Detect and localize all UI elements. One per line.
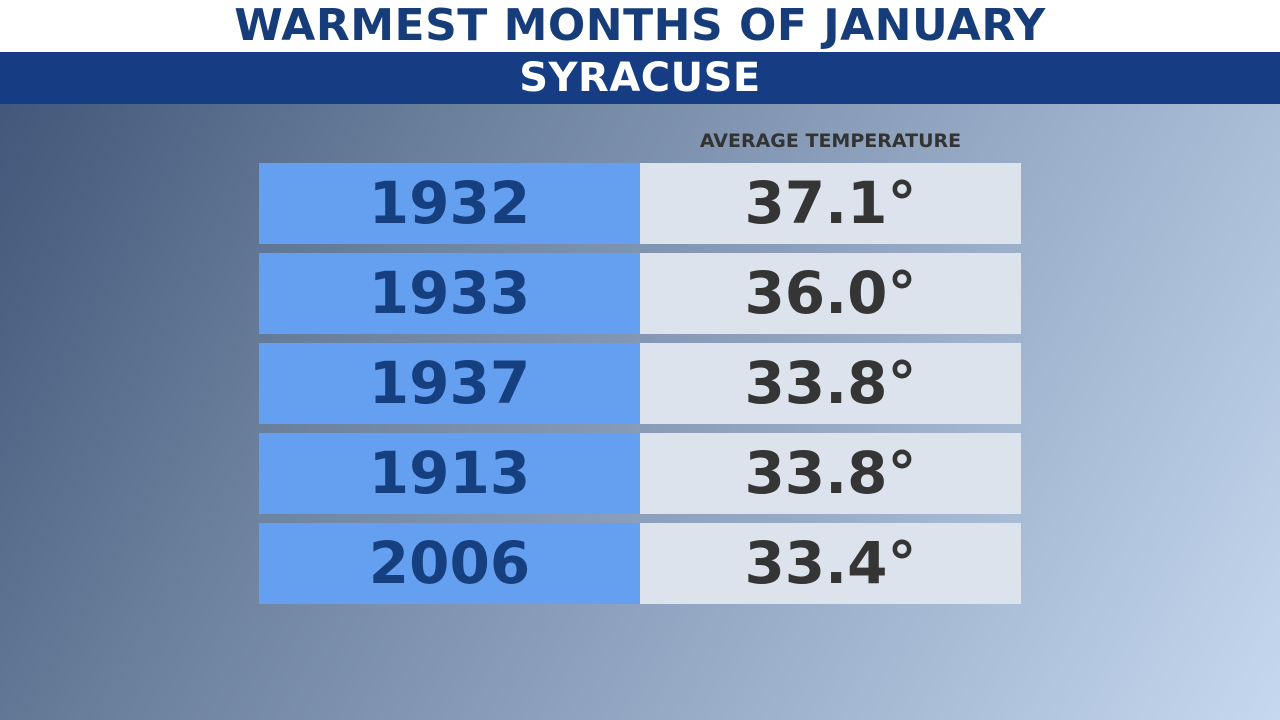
- year-cell: 1932: [259, 163, 640, 244]
- year-cell: 2006: [259, 523, 640, 604]
- table-row: 1933 36.0°: [259, 253, 1021, 334]
- temperature-cell: 33.8°: [640, 343, 1021, 424]
- table-row: 2006 33.4°: [259, 523, 1021, 604]
- ranking-table: 1932 37.1° 1933 36.0° 1937 33.8° 1913 33…: [259, 163, 1021, 604]
- subtitle-bar: SYRACUSE: [0, 52, 1280, 104]
- page-subtitle: SYRACUSE: [519, 55, 761, 101]
- temperature-cell: 33.8°: [640, 433, 1021, 514]
- table-row: 1932 37.1°: [259, 163, 1021, 244]
- year-cell: 1937: [259, 343, 640, 424]
- page-title: WARMEST MONTHS OF JANUARY: [234, 0, 1046, 51]
- table-row: 1937 33.8°: [259, 343, 1021, 424]
- temperature-cell: 37.1°: [640, 163, 1021, 244]
- temperature-cell: 36.0°: [640, 253, 1021, 334]
- year-cell: 1913: [259, 433, 640, 514]
- table-row: 1913 33.8°: [259, 433, 1021, 514]
- title-bar: WARMEST MONTHS OF JANUARY: [0, 0, 1280, 52]
- column-header-average-temperature: AVERAGE TEMPERATURE: [699, 130, 962, 152]
- year-cell: 1933: [259, 253, 640, 334]
- temperature-cell: 33.4°: [640, 523, 1021, 604]
